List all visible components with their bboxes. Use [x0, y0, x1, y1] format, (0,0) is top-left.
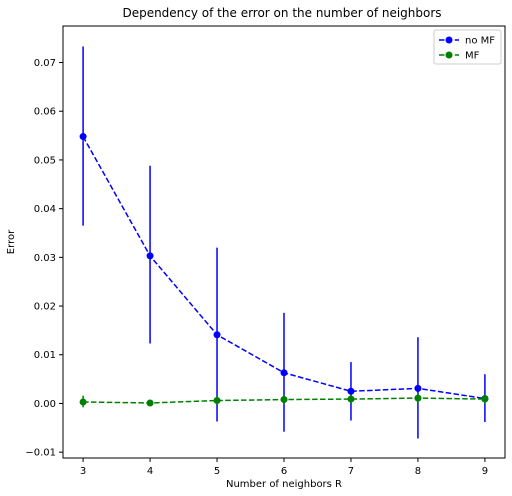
y-axis-label: Error [6, 229, 17, 254]
x-tick-label-6: 9 [482, 466, 488, 477]
legend-marker-1 [445, 51, 453, 59]
legend-label-0: no MF [465, 36, 495, 47]
y-tick-label-5: 0.04 [34, 204, 56, 215]
x-tick-label-0: 3 [80, 466, 86, 477]
y-tick-label-8: 0.07 [34, 58, 56, 69]
x-tick-label-2: 5 [214, 466, 220, 477]
point-series-0-3 [280, 369, 288, 377]
x-tick-label-5: 8 [415, 466, 421, 477]
legend: no MF MF [433, 29, 502, 65]
point-series-1-6 [481, 395, 489, 403]
x-axis-label: Number of neighbors R [226, 479, 342, 490]
y-tick-label-7: 0.06 [34, 107, 56, 118]
chart-title: Dependency of the error on the number of… [122, 6, 441, 20]
y-tick-label-3: 0.02 [34, 302, 56, 313]
point-series-0-0 [79, 133, 87, 141]
legend-marker-0 [445, 36, 453, 44]
point-series-0-5 [414, 384, 422, 392]
x-tick-label-3: 6 [281, 466, 287, 477]
y-tick-label-1: 0.00 [34, 399, 56, 410]
axes: 3 4 5 6 7 8 9 −0.01 0.00 0.01 0.02 0.03 0.04 0.05 0.06… [25, 58, 488, 477]
series-0 [79, 46, 489, 439]
y-tick-label-2: 0.01 [34, 350, 56, 361]
y-tick-label-6: 0.05 [34, 155, 56, 166]
point-series-1-2 [213, 397, 221, 405]
series-1 [79, 392, 489, 408]
y-tick-label-4: 0.03 [34, 253, 56, 264]
point-series-1-0 [79, 398, 87, 406]
x-tick-label-1: 4 [147, 466, 153, 477]
x-tick-label-4: 7 [348, 466, 354, 477]
point-series-0-1 [146, 252, 154, 260]
point-series-1-1 [146, 399, 154, 407]
point-series-1-5 [414, 394, 422, 402]
y-tick-label-0: −0.01 [25, 448, 56, 459]
point-series-1-4 [347, 395, 355, 403]
point-series-0-4 [347, 387, 355, 395]
point-series-0-2 [213, 331, 221, 339]
point-series-1-3 [280, 396, 288, 404]
plot-area [79, 46, 489, 439]
legend-label-1: MF [465, 51, 480, 62]
